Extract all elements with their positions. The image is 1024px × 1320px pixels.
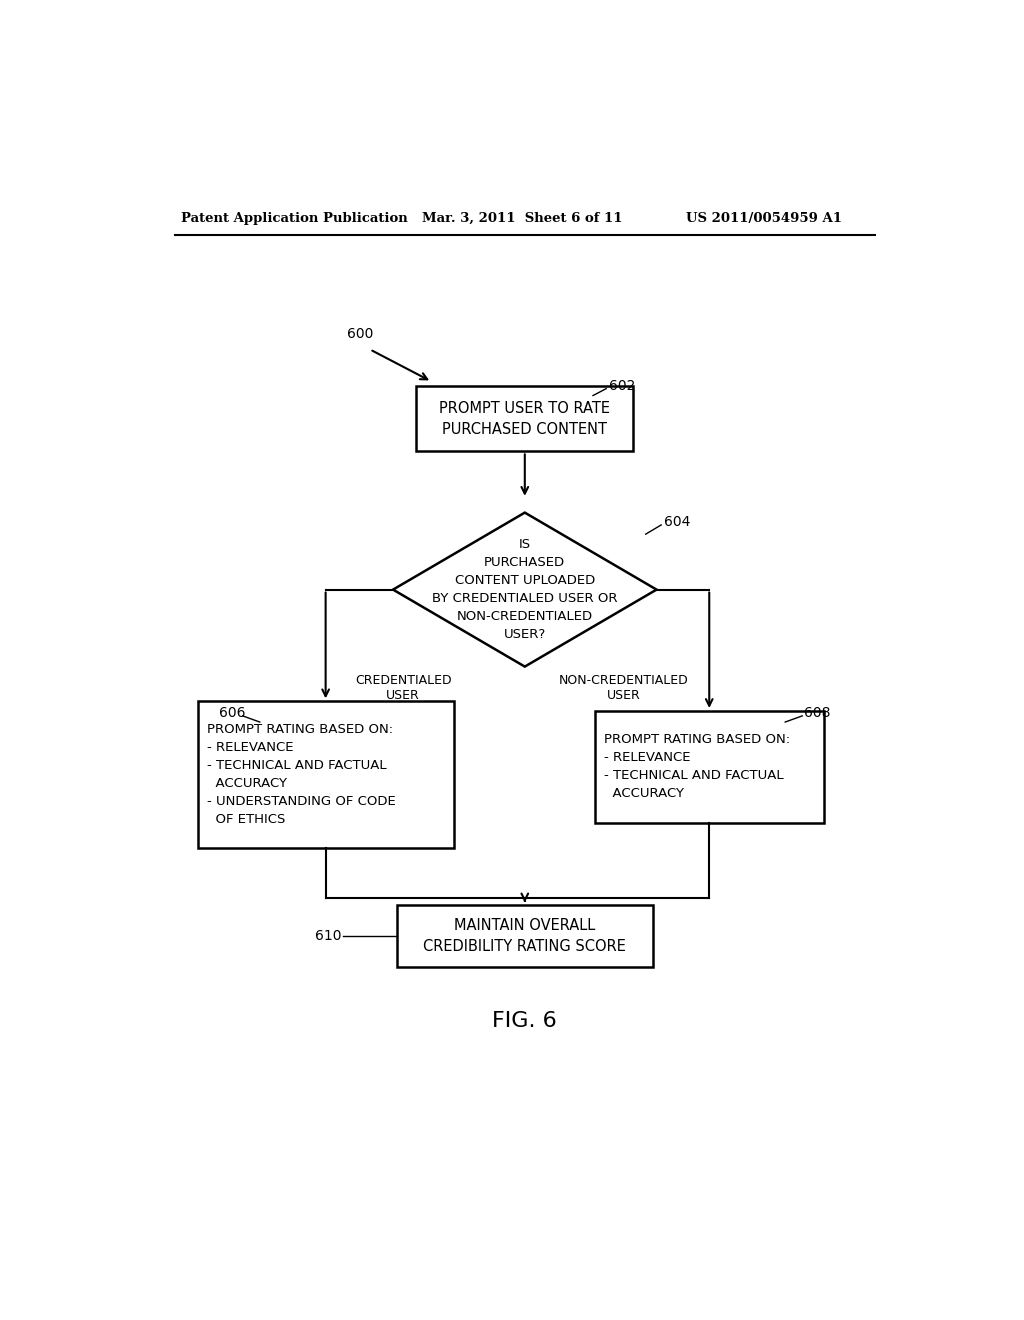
Text: 600: 600 (346, 327, 373, 341)
Text: CREDENTIALED
USER: CREDENTIALED USER (354, 675, 452, 702)
Text: Mar. 3, 2011  Sheet 6 of 11: Mar. 3, 2011 Sheet 6 of 11 (423, 213, 623, 224)
Text: Patent Application Publication: Patent Application Publication (180, 213, 408, 224)
Text: MAINTAIN OVERALL
CREDIBILITY RATING SCORE: MAINTAIN OVERALL CREDIBILITY RATING SCOR… (423, 919, 627, 954)
Text: FIG. 6: FIG. 6 (493, 1011, 557, 1031)
Text: US 2011/0054959 A1: US 2011/0054959 A1 (686, 213, 842, 224)
Polygon shape (393, 512, 656, 667)
Bar (417, 385, 633, 451)
Text: 608: 608 (804, 706, 830, 719)
Text: PROMPT RATING BASED ON:
- RELEVANCE
- TECHNICAL AND FACTUAL
  ACCURACY: PROMPT RATING BASED ON: - RELEVANCE - TE… (604, 733, 791, 800)
Text: 604: 604 (665, 515, 690, 529)
Text: 610: 610 (314, 929, 341, 942)
Bar (198, 701, 454, 847)
Bar (397, 906, 652, 966)
Text: 602: 602 (608, 379, 635, 392)
Bar (595, 711, 823, 822)
Text: PROMPT USER TO RATE
PURCHASED CONTENT: PROMPT USER TO RATE PURCHASED CONTENT (439, 401, 610, 437)
Text: 606: 606 (219, 706, 246, 719)
Text: IS
PURCHASED
CONTENT UPLOADED
BY CREDENTIALED USER OR
NON-CREDENTIALED
USER?: IS PURCHASED CONTENT UPLOADED BY CREDENT… (432, 539, 617, 642)
Text: NON-CREDENTIALED
USER: NON-CREDENTIALED USER (559, 675, 689, 702)
Text: PROMPT RATING BASED ON:
- RELEVANCE
- TECHNICAL AND FACTUAL
  ACCURACY
- UNDERST: PROMPT RATING BASED ON: - RELEVANCE - TE… (207, 723, 396, 826)
